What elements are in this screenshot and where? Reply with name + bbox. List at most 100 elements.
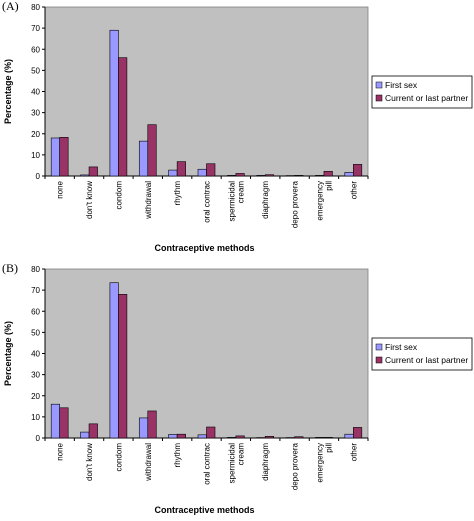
bar-first-sex-b [80, 431, 90, 439]
chart-a-svg: (A) 0 10 20 30 40 50 60 70 80 Percentage (%) none do… [2, 0, 473, 253]
bar-current-partner-b [353, 427, 363, 439]
bar-first-sex-a [138, 140, 149, 177]
bar-current-partner-a [264, 174, 275, 177]
x-category-label-b: diaphragm [261, 443, 270, 481]
y-tick-label-a: 20 [31, 130, 40, 139]
legend-swatch-first-sex-b [375, 343, 383, 351]
bar-current-partner-a [206, 163, 216, 177]
bar-first-sex-a [50, 137, 60, 177]
bar-first-sex-a [168, 169, 178, 177]
x-category-label-b: rhythm [173, 443, 182, 468]
x-category-label-b: pill [324, 443, 333, 453]
bar-first-sex-a [80, 174, 90, 177]
legend-label-first-sex-b: First sex [385, 342, 418, 352]
chart-b-svg: (B) 0 10 20 30 40 50 60 70 80 Percentage (%) none do… [2, 262, 473, 515]
y-tick-label-a: 50 [31, 66, 40, 75]
x-category-label-a: none [56, 180, 65, 198]
y-tick-label-b: 80 [31, 265, 40, 274]
y-tick-label-a: 0 [36, 172, 41, 181]
x-category-label-b: don't know [85, 443, 94, 481]
legend-label-current-partner-b: Current or last partner [385, 355, 468, 365]
bar-first-sex-b [315, 437, 325, 439]
bar-first-sex-a [197, 168, 207, 177]
y-tick-label-b: 30 [31, 371, 40, 380]
bar-first-sex-b [197, 434, 207, 439]
y-axis-title-b: Percentage (%) [3, 321, 13, 386]
legend-swatch-current-partner-a [375, 94, 383, 102]
y-tick-label-b: 60 [31, 307, 40, 316]
bar-first-sex-b [138, 417, 149, 439]
y-tick-label-b: 40 [31, 350, 40, 359]
bar-first-sex-a [344, 172, 354, 177]
legend-box-b [371, 337, 473, 371]
y-tick-label-a: 70 [31, 24, 40, 33]
x-category-label-a: rhythm [173, 181, 182, 206]
y-tick-label-b: 70 [31, 286, 40, 295]
bar-current-partner-b [147, 410, 157, 439]
legend-box-a [371, 75, 473, 109]
x-category-label-a: other [349, 181, 358, 200]
bar-current-partner-a [353, 164, 363, 177]
bar-current-partner-a [118, 57, 128, 177]
y-tick-label-b: 0 [36, 434, 41, 443]
chart-panel-a: (A) 0 10 20 30 40 50 60 70 80 Percentage (%) none do… [2, 0, 473, 253]
x-category-label-a: withdrawal [144, 181, 153, 220]
x-category-label-b: oral contrac [203, 443, 212, 485]
x-category-label-b: none [56, 442, 65, 460]
x-category-label-b: cream [236, 443, 245, 466]
y-tick-label-a: 80 [31, 3, 40, 12]
bar-current-partner-b [118, 294, 128, 439]
bar-current-partner-a [176, 161, 186, 177]
x-category-label-a: don't know [85, 181, 94, 219]
y-tick-label-b: 50 [31, 328, 40, 337]
bar-current-partner-a [294, 175, 304, 177]
x-category-label-a: oral contrac [203, 181, 212, 223]
x-category-label-b: emergency [315, 443, 324, 483]
bar-first-sex-a [227, 175, 237, 177]
bar-first-sex-a [109, 29, 119, 177]
bar-current-partner-a [147, 124, 157, 177]
y-tick-label-b: 20 [31, 392, 40, 401]
plot-area-a [44, 6, 369, 177]
x-category-label-b: depo provera [291, 442, 300, 490]
bar-current-partner-b [323, 437, 333, 439]
bar-first-sex-b [50, 403, 60, 439]
bar-current-partner-b [294, 436, 304, 439]
x-category-label-a: depo provera [291, 180, 300, 228]
legend-swatch-first-sex-a [375, 81, 383, 89]
y-tick-label-a: 30 [31, 109, 40, 118]
x-category-label-a: spermicidal [227, 181, 236, 222]
y-tick-label-b: 10 [31, 413, 40, 422]
x-axis-title-b: Contraceptive methods [154, 505, 254, 515]
bar-current-partner-b [88, 423, 98, 439]
x-category-label-a: diaphragm [261, 181, 270, 219]
bar-current-partner-b [59, 407, 69, 439]
legend-label-first-sex-a: First sex [385, 80, 418, 90]
panel-label-a: (A) [2, 0, 19, 13]
x-category-label-b: spermicidal [227, 443, 236, 484]
x-category-label-b: other [349, 443, 358, 462]
x-axis-title-a: Contraceptive methods [154, 243, 254, 253]
bar-first-sex-b [168, 434, 178, 439]
y-tick-label-a: 60 [31, 45, 40, 54]
bar-current-partner-b [206, 426, 216, 439]
x-category-label-b: condom [114, 443, 123, 472]
x-category-label-a: emergency [315, 181, 324, 221]
bar-first-sex-b [344, 433, 354, 439]
bar-first-sex-a [315, 175, 325, 177]
bar-first-sex-b [109, 282, 119, 439]
bar-current-partner-a [323, 171, 333, 177]
x-category-label-b: withdrawal [144, 443, 153, 482]
panel-label-b: (B) [2, 262, 18, 275]
y-axis-title-a: Percentage (%) [3, 59, 13, 124]
x-category-label-a: cream [236, 181, 245, 204]
bar-current-partner-b [235, 435, 245, 439]
bar-current-partner-a [235, 173, 245, 177]
chart-panel-b: (B) 0 10 20 30 40 50 60 70 80 Percentage (%) none do… [0, 262, 474, 521]
bar-current-partner-a [59, 137, 69, 177]
bar-first-sex-b [227, 437, 237, 439]
x-category-label-a: condom [114, 181, 123, 210]
bar-current-partner-a [88, 166, 98, 177]
bar-first-sex-a [256, 175, 266, 177]
legend-label-current-partner-a: Current or last partner [385, 93, 468, 103]
